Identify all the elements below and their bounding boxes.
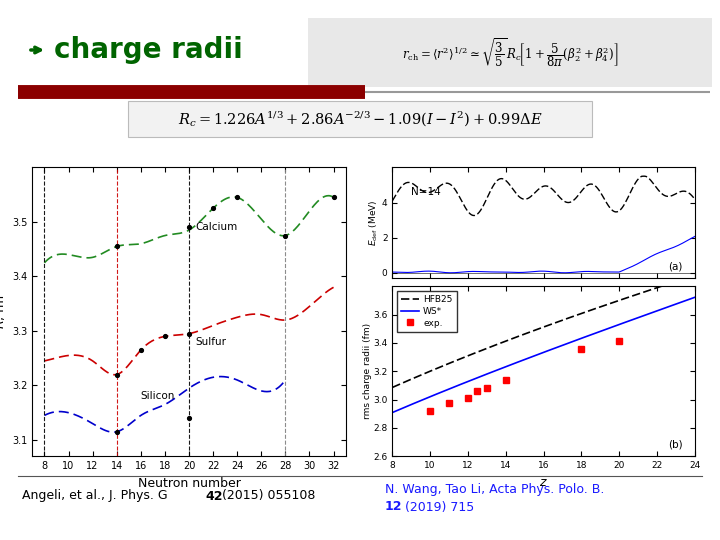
WS* (469, 376, 477, 383)
WS* (406, 402, 415, 408)
Text: charge radii: charge radii (54, 36, 243, 64)
Text: (2015) 055108: (2015) 055108 (218, 489, 315, 503)
Text: N. Wang, Tao Li, Acta Phys. Polo. B.: N. Wang, Tao Li, Acta Phys. Polo. B. (385, 483, 604, 496)
Text: 42: 42 (205, 489, 222, 503)
WS* (400, 404, 409, 410)
X-axis label: $z$: $z$ (539, 476, 548, 489)
Text: Angeli, et al., J. Phys. G: Angeli, et al., J. Phys. G (22, 489, 171, 503)
Text: (b): (b) (668, 440, 683, 449)
Line: WS*: WS* (392, 298, 695, 413)
exp. (464, 395, 472, 401)
Line: exp.: exp. (427, 339, 622, 414)
Text: Silicon: Silicon (141, 391, 175, 401)
exp. (482, 385, 491, 392)
WS* (690, 294, 699, 301)
Legend: HFB25, WS*, exp.: HFB25, WS*, exp. (397, 291, 457, 332)
FancyBboxPatch shape (128, 101, 592, 137)
Text: (a): (a) (668, 261, 683, 272)
HFB25 (675, 277, 684, 284)
HFB25 (388, 384, 397, 390)
exp. (473, 388, 482, 394)
Text: $r_{\mathrm{ch}} = \langle r^2 \rangle^{1/2} \simeq \sqrt{\dfrac{3}{5}}\,R_c\!\l: $r_{\mathrm{ch}} = \langle r^2 \rangle^{… (402, 37, 618, 69)
Text: 12: 12 (385, 501, 402, 514)
Y-axis label: rms charge radii (fm): rms charge radii (fm) (363, 323, 372, 420)
WS* (675, 300, 684, 306)
HFB25 (665, 281, 673, 287)
Text: (2019) 715: (2019) 715 (401, 501, 474, 514)
exp. (502, 376, 510, 383)
Line: HFB25: HFB25 (392, 279, 695, 387)
exp. (577, 346, 586, 352)
WS* (665, 303, 673, 310)
HFB25 (406, 376, 415, 383)
X-axis label: Neutron number: Neutron number (138, 477, 240, 490)
HFB25 (469, 350, 477, 357)
HFB25 (680, 276, 688, 282)
Text: $R_c = 1.226A^{1/3} + 2.86A^{-2/3} - 1.09(I - I^2) + 0.99\Delta E$: $R_c = 1.226A^{1/3} + 2.86A^{-2/3} - 1.0… (178, 110, 542, 129)
Y-axis label: $R$, fm: $R$, fm (0, 295, 6, 329)
WS* (388, 409, 397, 416)
exp. (615, 338, 624, 345)
exp. (426, 408, 435, 414)
Text: Calcium: Calcium (195, 222, 238, 232)
Text: N=14: N=14 (410, 187, 441, 197)
Y-axis label: $E_{\rm def}$ (MeV): $E_{\rm def}$ (MeV) (368, 199, 380, 246)
WS* (444, 386, 453, 393)
HFB25 (400, 379, 409, 386)
FancyBboxPatch shape (308, 18, 712, 87)
HFB25 (444, 360, 453, 367)
Text: Sulfur: Sulfur (195, 336, 226, 347)
HFB25 (690, 276, 699, 282)
exp. (445, 400, 454, 407)
